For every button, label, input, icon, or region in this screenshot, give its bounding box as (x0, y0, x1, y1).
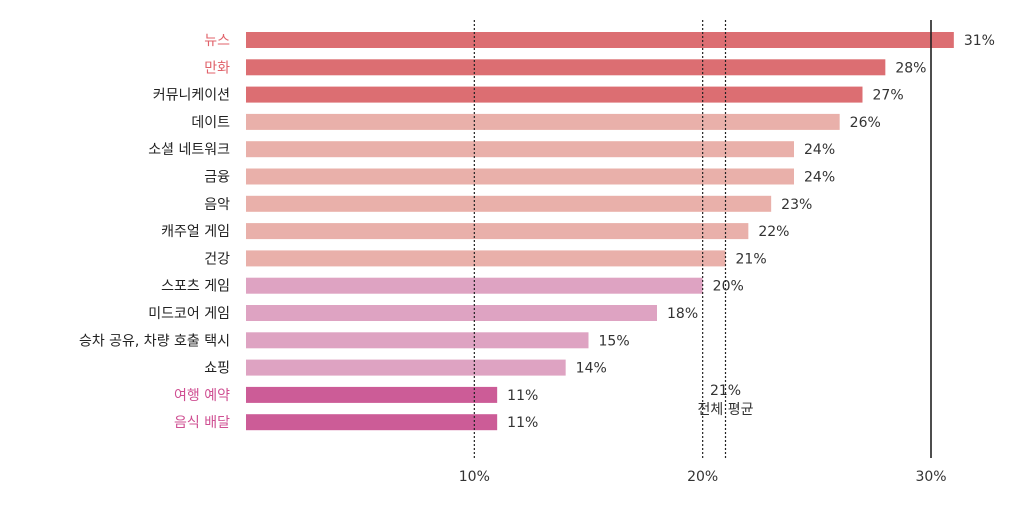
bar-4 (246, 113, 840, 130)
value-label-11: 18% (667, 306, 698, 322)
bar-5 (246, 141, 794, 158)
value-label-7: 23% (781, 197, 812, 213)
bar-8 (246, 223, 749, 240)
bar-9 (246, 250, 726, 267)
value-label-9: 21% (736, 251, 767, 267)
category-label-11: 미드코어 게임 (148, 306, 230, 322)
value-label-15: 11% (507, 415, 538, 431)
category-label-9: 건강 (204, 251, 230, 267)
bar-12 (246, 332, 589, 349)
category-label-15: 음식 배달 (174, 415, 230, 431)
labels-group: 뉴스 31% 만화 28% 커뮤니케이션 27% 데이트 26% 소셜 네트워크 24% 금융 24%… (79, 33, 995, 485)
value-label-4: 26% (850, 115, 881, 131)
category-label-1: 뉴스 (204, 33, 230, 49)
category-label-13: 쇼핑 (204, 361, 230, 377)
bar-1 (246, 32, 954, 48)
bar-7 (246, 195, 772, 212)
value-label-12: 15% (599, 333, 630, 349)
bar-14 (246, 386, 498, 403)
category-label-14: 여행 예약 (174, 388, 230, 404)
category-label-12: 승차 공유, 차량 호출 택시 (79, 333, 230, 349)
value-label-2: 28% (895, 60, 926, 76)
x-tick-label-20: 20% (687, 469, 718, 485)
category-label-6: 금융 (204, 170, 230, 186)
x-tick-label-30: 30% (915, 469, 946, 485)
category-label-7: 음악 (204, 197, 230, 213)
category-label-5: 소셜 네트워크 (148, 142, 230, 158)
bar-2 (246, 59, 886, 76)
bars-group (246, 32, 954, 431)
bar-3 (246, 86, 863, 103)
value-label-13: 14% (576, 361, 607, 377)
bar-15 (246, 414, 498, 431)
value-label-10: 20% (713, 279, 744, 295)
value-label-1: 31% (964, 33, 995, 49)
value-label-5: 24% (804, 142, 835, 158)
bar-6 (246, 168, 794, 185)
category-label-10: 스포츠 게임 (161, 279, 230, 295)
average-text-label: 전체 평균 (698, 402, 754, 418)
bar-13 (246, 359, 566, 376)
bar-11 (246, 305, 657, 321)
value-label-6: 24% (804, 170, 835, 186)
average-value-label: 21% (710, 383, 741, 399)
reference-lines-group (473, 20, 932, 458)
value-label-3: 27% (873, 88, 904, 104)
x-tick-label-10: 10% (459, 469, 490, 485)
value-label-14: 11% (507, 388, 538, 404)
value-label-8: 22% (758, 224, 789, 240)
category-label-3: 커뮤니케이션 (153, 88, 230, 104)
category-label-2: 만화 (204, 60, 230, 76)
category-label-8: 캐주얼 게임 (161, 224, 230, 240)
category-label-4: 데이트 (191, 115, 230, 131)
